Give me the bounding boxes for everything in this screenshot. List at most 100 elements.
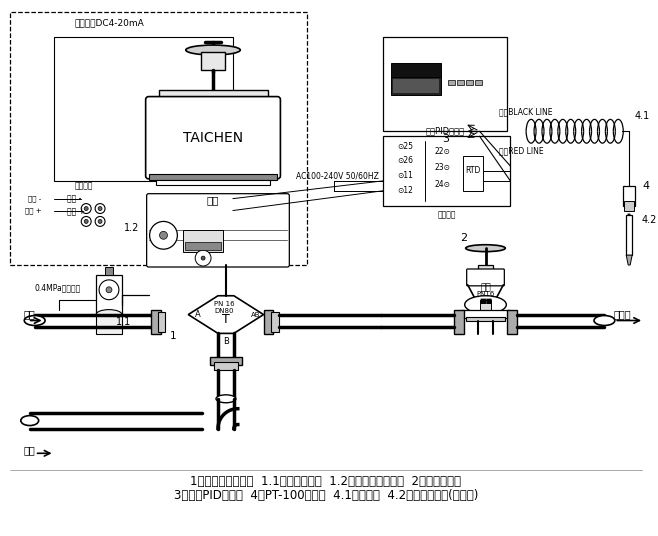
Text: AB: AB (251, 311, 261, 317)
Text: 2: 2 (460, 233, 467, 243)
Circle shape (106, 287, 112, 293)
Bar (201, 52, 225, 70)
Bar (384, 37, 507, 131)
Bar (155, 180, 270, 185)
Text: 黑色BLACK LINE: 黑色BLACK LINE (499, 107, 553, 116)
Bar (96, 275, 122, 315)
FancyBboxPatch shape (467, 269, 504, 286)
Text: 智能PID调节器: 智能PID调节器 (426, 126, 465, 135)
Bar (626, 215, 632, 255)
Bar (454, 310, 464, 334)
Circle shape (84, 206, 88, 211)
Bar (448, 80, 455, 85)
Text: AC100-240V 50/60HZ: AC100-240V 50/60HZ (295, 172, 378, 180)
Text: 台匝: 台匝 (207, 196, 219, 206)
Bar (392, 63, 441, 77)
Circle shape (98, 219, 102, 224)
Text: 4.2: 4.2 (642, 215, 657, 226)
Text: 混合液: 混合液 (613, 310, 631, 319)
Text: ⊙11: ⊙11 (397, 172, 413, 180)
Text: 1、气动三通调节阀  1.1、过滤减压器  1.2、电气阀门定位器  2、手动截止阀: 1、气动三通调节阀 1.1、过滤减压器 1.2、电气阀门定位器 2、手动截止阀 (190, 474, 461, 488)
Circle shape (201, 256, 205, 260)
Bar (186, 242, 221, 250)
Text: TAICHEN: TAICHEN (183, 131, 243, 145)
Text: 3: 3 (442, 134, 449, 144)
FancyBboxPatch shape (145, 96, 280, 179)
Bar (184, 230, 223, 252)
Text: 23⊙: 23⊙ (435, 163, 451, 173)
Text: 控制信号DC4-20mA: 控制信号DC4-20mA (74, 18, 144, 27)
Ellipse shape (594, 316, 615, 325)
Text: 红线 +: 红线 + (67, 206, 86, 215)
Text: 4.1: 4.1 (634, 111, 649, 121)
Text: 接线端子: 接线端子 (438, 211, 456, 220)
Bar (157, 311, 165, 332)
Bar (149, 174, 278, 180)
Circle shape (149, 221, 178, 249)
Text: PN16
■■: PN16 ■■ (476, 291, 495, 304)
Text: B: B (223, 337, 229, 346)
Circle shape (159, 232, 167, 239)
Bar (55, 37, 233, 181)
Text: 热媒: 热媒 (24, 310, 36, 319)
Text: 红线 +: 红线 + (25, 207, 41, 214)
Bar (214, 362, 238, 370)
Ellipse shape (186, 45, 240, 55)
Text: 24⊙: 24⊙ (435, 180, 451, 189)
Bar (10, 12, 307, 265)
Bar (393, 79, 439, 93)
Bar (457, 80, 464, 85)
Bar (474, 80, 482, 85)
Text: ⊙25: ⊙25 (397, 142, 413, 151)
Bar (210, 357, 241, 365)
Circle shape (81, 204, 91, 213)
Bar (96, 315, 122, 334)
Text: 3、智能PID调节器  4、PT-100传感器  4.1、毛细管  4.2、传感器探头(测温点): 3、智能PID调节器 4、PT-100传感器 4.1、毛细管 4.2、传感器探头… (174, 489, 478, 502)
Polygon shape (188, 296, 264, 333)
Ellipse shape (21, 415, 39, 426)
Bar (478, 265, 494, 280)
Polygon shape (626, 255, 632, 265)
Bar (463, 156, 482, 191)
Text: 红色RED LINE: 红色RED LINE (499, 146, 544, 155)
Text: ⊙26: ⊙26 (397, 157, 413, 166)
Circle shape (98, 206, 102, 211)
Text: 接线端子: 接线端子 (75, 181, 93, 190)
Ellipse shape (466, 245, 505, 251)
FancyBboxPatch shape (147, 193, 290, 267)
Bar (624, 200, 634, 211)
Bar (623, 186, 635, 206)
Circle shape (195, 250, 211, 266)
Ellipse shape (24, 316, 45, 325)
Text: RTD: RTD (465, 166, 480, 175)
Bar (480, 300, 492, 310)
Bar (151, 310, 161, 334)
Text: 台匝: 台匝 (480, 284, 491, 292)
Ellipse shape (465, 296, 506, 314)
Ellipse shape (216, 395, 236, 403)
Bar (159, 90, 268, 100)
Text: 冷媒: 冷媒 (24, 445, 36, 455)
Text: 1.2: 1.2 (124, 224, 139, 233)
Bar (461, 310, 511, 317)
Text: ⊙12: ⊙12 (397, 186, 413, 195)
Bar (392, 77, 441, 94)
Ellipse shape (96, 310, 122, 319)
Circle shape (81, 217, 91, 226)
Bar (384, 136, 511, 206)
Bar (105, 267, 113, 275)
Text: 1.1: 1.1 (116, 316, 131, 326)
Bar (466, 80, 472, 85)
Text: A: A (195, 310, 201, 319)
Text: 0.4MPa洁净空气: 0.4MPa洁净空气 (35, 284, 81, 292)
Text: 4: 4 (642, 181, 649, 191)
Circle shape (99, 280, 119, 300)
Bar (507, 310, 517, 334)
Bar (466, 317, 505, 321)
Text: 黑线 -: 黑线 - (28, 195, 41, 202)
Bar (272, 311, 280, 332)
Circle shape (95, 217, 105, 226)
Circle shape (84, 219, 88, 224)
Bar (264, 310, 274, 334)
Text: 黑线 -: 黑线 - (67, 194, 82, 203)
